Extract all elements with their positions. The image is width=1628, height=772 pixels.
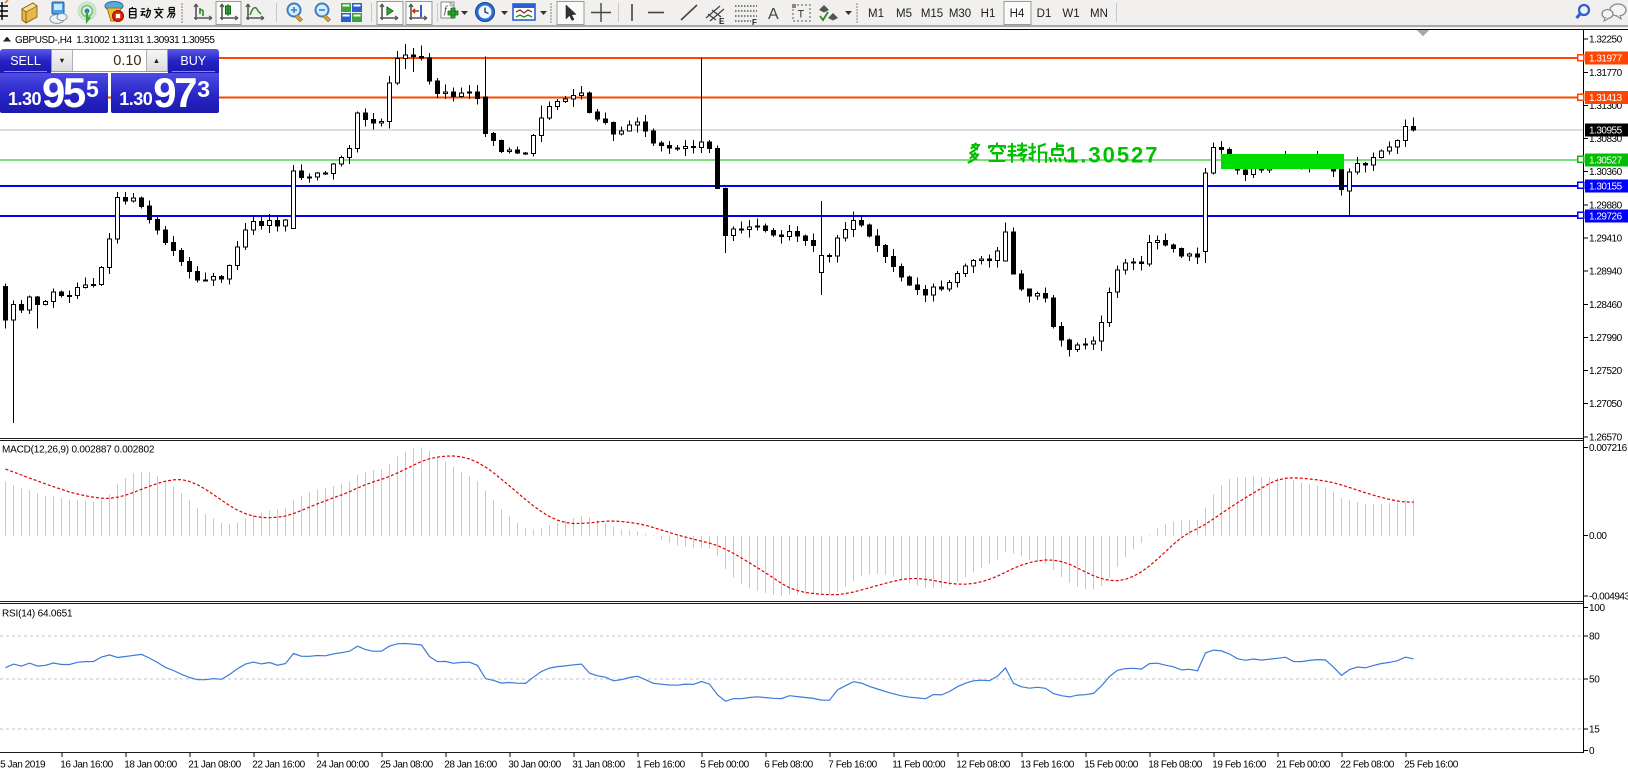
svg-text:50: 50 <box>1589 675 1600 686</box>
svg-text:13 Feb 16:00: 13 Feb 16:00 <box>1020 760 1074 771</box>
svg-text:M15: M15 <box>921 8 943 20</box>
svg-text:1.31977: 1.31977 <box>1589 54 1623 65</box>
svg-text:M1: M1 <box>868 8 884 20</box>
svg-text:15 Jan 2019: 15 Jan 2019 <box>0 760 46 771</box>
svg-text:M5: M5 <box>896 8 912 20</box>
svg-text:100: 100 <box>1589 603 1606 614</box>
svg-text:1.30830: 1.30830 <box>1589 134 1623 145</box>
svg-text:1.30527: 1.30527 <box>1589 155 1623 166</box>
svg-text:1.26570: 1.26570 <box>1589 433 1623 444</box>
svg-text:15: 15 <box>1589 725 1600 736</box>
svg-text:H4: H4 <box>1010 8 1025 20</box>
svg-text:1.31413: 1.31413 <box>1589 93 1623 104</box>
svg-text:25 Feb 16:00: 25 Feb 16:00 <box>1404 760 1458 771</box>
svg-text:6 Feb 08:00: 6 Feb 08:00 <box>764 760 813 771</box>
svg-text:16 Jan 16:00: 16 Jan 16:00 <box>60 760 113 771</box>
svg-text:0.00: 0.00 <box>1589 531 1607 542</box>
svg-text:80: 80 <box>1589 632 1600 643</box>
svg-text:0.007216: 0.007216 <box>1589 443 1628 454</box>
svg-text:1 Feb 16:00: 1 Feb 16:00 <box>636 760 685 771</box>
svg-text:D1: D1 <box>1037 8 1052 20</box>
svg-text:T: T <box>798 9 805 21</box>
svg-text:M30: M30 <box>949 8 971 20</box>
svg-text:25 Jan 08:00: 25 Jan 08:00 <box>380 760 433 771</box>
svg-text:E: E <box>719 17 725 26</box>
svg-text:21 Jan 08:00: 21 Jan 08:00 <box>188 760 241 771</box>
svg-text:19 Feb 16:00: 19 Feb 16:00 <box>1212 760 1266 771</box>
svg-text:1.27990: 1.27990 <box>1589 333 1623 344</box>
svg-text:1.29410: 1.29410 <box>1589 234 1623 245</box>
svg-text:1.30527: 1.30527 <box>1066 143 1160 168</box>
svg-text:A: A <box>768 6 779 23</box>
svg-text:28 Jan 16:00: 28 Jan 16:00 <box>444 760 497 771</box>
svg-text:1.30360: 1.30360 <box>1589 167 1623 178</box>
svg-text:1.31300: 1.31300 <box>1589 101 1623 112</box>
svg-text:30 Jan 00:00: 30 Jan 00:00 <box>508 760 561 771</box>
svg-text:22 Jan 16:00: 22 Jan 16:00 <box>252 760 305 771</box>
svg-text:5 Feb 00:00: 5 Feb 00:00 <box>700 760 749 771</box>
svg-text:H1: H1 <box>981 8 996 20</box>
svg-text:18 Jan 00:00: 18 Jan 00:00 <box>124 760 177 771</box>
svg-text:1.27050: 1.27050 <box>1589 399 1623 410</box>
svg-text:31 Jan 08:00: 31 Jan 08:00 <box>572 760 625 771</box>
svg-text:1.30155: 1.30155 <box>1589 181 1623 192</box>
svg-text:GBPUSD-,H4 1.31002 1.31131 1.: GBPUSD-,H4 1.31002 1.31131 1.30931 1.309… <box>15 35 215 46</box>
svg-text:15 Feb 00:00: 15 Feb 00:00 <box>1084 760 1138 771</box>
svg-text:MN: MN <box>1090 8 1108 20</box>
svg-text:7 Feb 16:00: 7 Feb 16:00 <box>828 760 877 771</box>
svg-text:1.31770: 1.31770 <box>1589 68 1623 79</box>
svg-text:1.28940: 1.28940 <box>1589 267 1623 278</box>
svg-text:0: 0 <box>1589 746 1595 757</box>
svg-text:RSI(14) 64.0651: RSI(14) 64.0651 <box>2 609 73 620</box>
svg-text:18 Feb 08:00: 18 Feb 08:00 <box>1148 760 1202 771</box>
svg-text:11 Feb 00:00: 11 Feb 00:00 <box>892 760 946 771</box>
svg-text:1.27520: 1.27520 <box>1589 366 1623 377</box>
svg-text:f: f <box>444 5 448 16</box>
svg-text:MACD(12,26,9) 0.002887 0.00280: MACD(12,26,9) 0.002887 0.002802 <box>2 445 155 456</box>
svg-text:22 Feb 08:00: 22 Feb 08:00 <box>1340 760 1394 771</box>
svg-text:W1: W1 <box>1062 8 1079 20</box>
svg-text:1.29726: 1.29726 <box>1589 211 1623 222</box>
svg-text:1.29880: 1.29880 <box>1589 201 1623 212</box>
svg-text:1.30955: 1.30955 <box>1589 125 1623 136</box>
svg-text:-0.004943: -0.004943 <box>1589 591 1628 602</box>
svg-text:21 Feb 00:00: 21 Feb 00:00 <box>1276 760 1330 771</box>
svg-text:12 Feb 08:00: 12 Feb 08:00 <box>956 760 1010 771</box>
svg-text:1.28460: 1.28460 <box>1589 300 1623 311</box>
svg-text:1.32250: 1.32250 <box>1589 35 1623 46</box>
svg-text:24 Jan 00:00: 24 Jan 00:00 <box>316 760 369 771</box>
svg-text:F: F <box>752 18 757 27</box>
